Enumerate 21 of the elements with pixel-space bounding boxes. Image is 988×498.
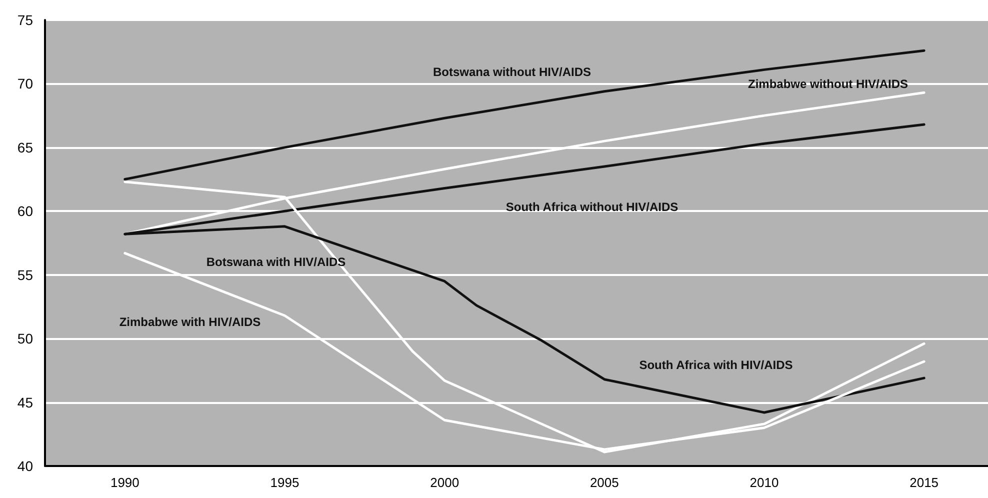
y-tick-label: 75	[17, 12, 34, 28]
series-label: Zimbabwe without HIV/AIDS	[748, 77, 908, 91]
x-tick-label: 2015	[910, 475, 939, 490]
x-tick-label: 2010	[750, 475, 779, 490]
y-tick-label: 65	[17, 139, 34, 156]
x-tick-label: 1990	[110, 475, 140, 490]
x-tick-label: 1995	[270, 475, 300, 490]
series-label: South Africa without HIV/AIDS	[506, 200, 678, 214]
y-tick-label: 50	[17, 330, 34, 347]
y-tick-label: 55	[17, 266, 34, 283]
y-tick-label: 70	[17, 76, 34, 92]
series-label: Botswana with HIV/AIDS	[206, 255, 346, 269]
series-label: South Africa with HIV/AIDS	[639, 358, 793, 372]
x-tick-label: 2005	[590, 475, 619, 490]
series-label: Zimbabwe with HIV/AIDS	[119, 315, 261, 329]
y-tick-label: 60	[17, 203, 34, 220]
series-label: Botswana without HIV/AIDS	[432, 65, 592, 79]
x-tick-label: 2000	[430, 475, 460, 490]
line-series	[124, 49, 926, 181]
y-tick-label: 40	[17, 458, 34, 474]
y-tick-label: 45	[17, 394, 34, 410]
